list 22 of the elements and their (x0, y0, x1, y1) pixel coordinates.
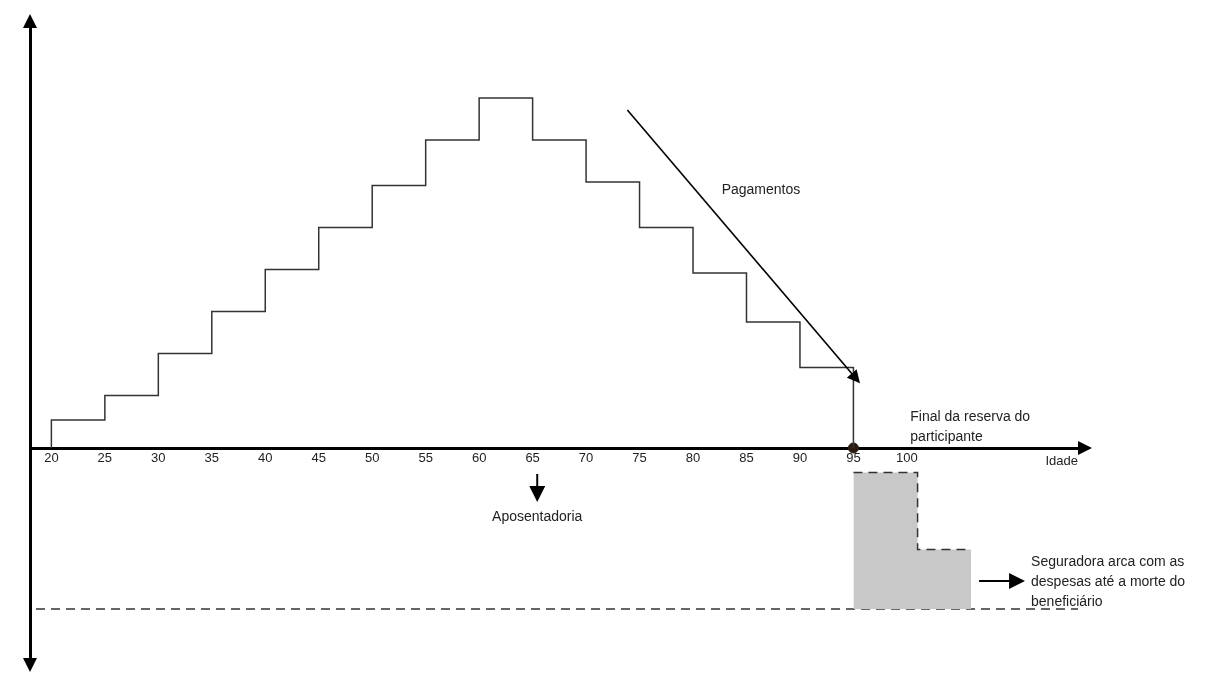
x-tick-label: 100 (896, 450, 918, 466)
x-tick-label: 90 (792, 450, 808, 466)
x-tick-label: 30 (151, 450, 166, 466)
x-tick-label: 50 (364, 450, 380, 466)
annotation: Aposentadoria (491, 507, 584, 526)
x-tick-label: 80 (685, 450, 701, 466)
x-tick-label: 45 (311, 450, 326, 466)
x-tick-label: 95 (846, 450, 861, 466)
x-tick-label: 85 (739, 450, 754, 466)
x-tick-label: 75 (632, 450, 647, 466)
annotation: Pagamentos (721, 180, 801, 200)
x-tick-label: 70 (578, 450, 594, 466)
annotation: Final da reserva do participante (910, 407, 1032, 446)
x-tick-label: 55 (418, 450, 433, 466)
x-tick-label: 60 (471, 450, 487, 466)
x-tick-label: 40 (258, 450, 273, 466)
x-tick-label: 25 (97, 450, 113, 466)
x-tick-label: 65 (525, 450, 540, 466)
x-axis-title: Idade (1045, 452, 1078, 468)
x-tick-label: 35 (204, 450, 220, 466)
annotation: Seguradora arca com as despesas até a morte do beneficiário (1031, 552, 1187, 611)
x-tick-label: 20 (44, 450, 59, 466)
